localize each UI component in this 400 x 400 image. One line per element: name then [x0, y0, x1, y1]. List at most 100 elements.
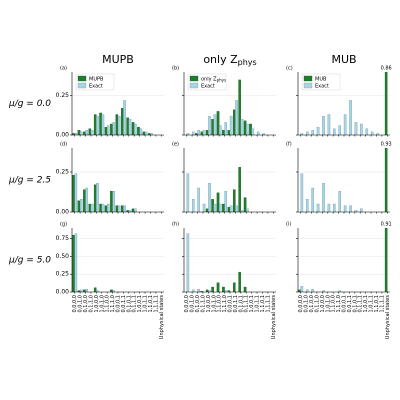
- bar: [213, 114, 217, 135]
- bar: [343, 114, 347, 135]
- bar: [360, 208, 363, 212]
- bar: [85, 130, 88, 135]
- panel-label: (g): [60, 222, 67, 228]
- bars: [300, 72, 388, 135]
- bar: [349, 205, 352, 212]
- bar: [246, 123, 249, 135]
- legend-label-text: Exact: [89, 83, 103, 89]
- bar: [150, 133, 153, 135]
- bar: [104, 205, 108, 212]
- bar: [300, 133, 304, 135]
- bar: [262, 133, 265, 135]
- bar: [249, 123, 252, 135]
- x-tick-label: Unphysical states: [385, 295, 391, 340]
- bar: [202, 130, 206, 135]
- bar: [83, 189, 86, 212]
- bar: [227, 290, 231, 292]
- bar: [200, 131, 204, 135]
- y-tick-label: 0.75: [56, 235, 70, 242]
- column-title: only Zphys: [203, 53, 256, 67]
- bar: [93, 184, 97, 212]
- legend-swatch: [77, 75, 87, 82]
- bar: [208, 183, 211, 212]
- x-tick-label: 0,0,1,1: [121, 295, 127, 313]
- bar: [224, 122, 228, 135]
- bar: [99, 112, 102, 135]
- x-tick-label: 0,1,0,0: [195, 295, 201, 313]
- bar: [93, 287, 97, 292]
- y-tick-label: 0.25: [56, 271, 70, 278]
- bar: [90, 130, 94, 135]
- bar: [232, 282, 236, 292]
- y-tick-label: 0.25: [56, 92, 70, 99]
- bar: [322, 115, 325, 135]
- column-title-text: MUPB: [102, 53, 134, 66]
- panel-label: (e): [172, 142, 179, 148]
- x-tick-label: 1,0,0,0: [320, 295, 326, 313]
- x-tick-label: 1,1,0,1: [148, 295, 154, 313]
- bar: [128, 119, 132, 135]
- legend-label-text: only Z: [201, 76, 217, 82]
- legend-label: MUPB: [89, 76, 104, 82]
- x-tick-label: 1,0,1,0: [99, 295, 105, 313]
- panel-label: (i): [286, 222, 291, 228]
- bar: [232, 189, 236, 212]
- bar: [365, 128, 369, 135]
- bar: [235, 205, 238, 212]
- bar: [99, 203, 102, 212]
- bar: [322, 183, 325, 212]
- bar: [305, 199, 309, 212]
- bar: [186, 173, 190, 212]
- x-tick-label: 0,1,0,0: [83, 295, 89, 313]
- bar: [208, 290, 211, 292]
- panel-label: (b): [172, 66, 179, 72]
- bar: [90, 203, 94, 212]
- legend-swatch: [189, 82, 199, 89]
- bar: [120, 108, 124, 135]
- bar: [197, 187, 200, 212]
- x-tick-label: 1,0,0,1: [363, 295, 369, 313]
- bar: [354, 122, 358, 135]
- x-tick-label: 1,0,0,1: [137, 295, 143, 313]
- x-tick-label: 0,1,1,0: [200, 295, 206, 313]
- bar: [216, 192, 220, 212]
- x-tick-label: 1,0,0,0: [94, 295, 100, 313]
- x-tick-label: 1,0,1,0: [325, 295, 331, 313]
- bar: [115, 114, 119, 135]
- x-tick-label: 1,1,0,0: [217, 295, 223, 313]
- bar: [197, 130, 200, 135]
- bar: [74, 133, 78, 135]
- x-tick-label: 1,1,1,0: [336, 295, 342, 313]
- bar: [246, 208, 249, 212]
- bar: [300, 286, 304, 292]
- bar: [123, 205, 126, 212]
- column-title-sub: phys: [238, 58, 257, 67]
- bar: [96, 290, 99, 292]
- legend-label-text: Exact: [315, 83, 329, 89]
- bar: [322, 290, 325, 292]
- x-tick-label: 1,0,1,1: [143, 295, 149, 313]
- bar: [79, 289, 83, 292]
- bar: [327, 203, 331, 212]
- y-tick-label: 0.50: [56, 253, 70, 260]
- bar: [110, 289, 113, 292]
- bar: [338, 125, 342, 135]
- x-tick-label: 1,0,0,1: [249, 295, 255, 313]
- bar: [229, 115, 233, 135]
- row-label: μ/g = 2.5: [8, 176, 51, 186]
- x-tick-label: 0,0,0,1: [116, 295, 122, 313]
- x-tick-label: 1,0,1,1: [369, 295, 375, 313]
- x-tick-label: 0,0,0,0: [184, 295, 190, 313]
- bar: [101, 114, 105, 135]
- column-title: MUPB: [102, 53, 134, 66]
- x-tick-label: 1,1,0,0: [331, 295, 337, 313]
- bar: [219, 125, 222, 135]
- bars: [298, 228, 388, 292]
- bar: [205, 208, 209, 212]
- bars: [186, 79, 265, 135]
- legend-label-text: Exact: [201, 83, 215, 89]
- bar: [191, 289, 195, 292]
- bar: [311, 187, 314, 212]
- bar: [305, 131, 309, 135]
- row-label: μ/g = 0.0: [8, 99, 51, 109]
